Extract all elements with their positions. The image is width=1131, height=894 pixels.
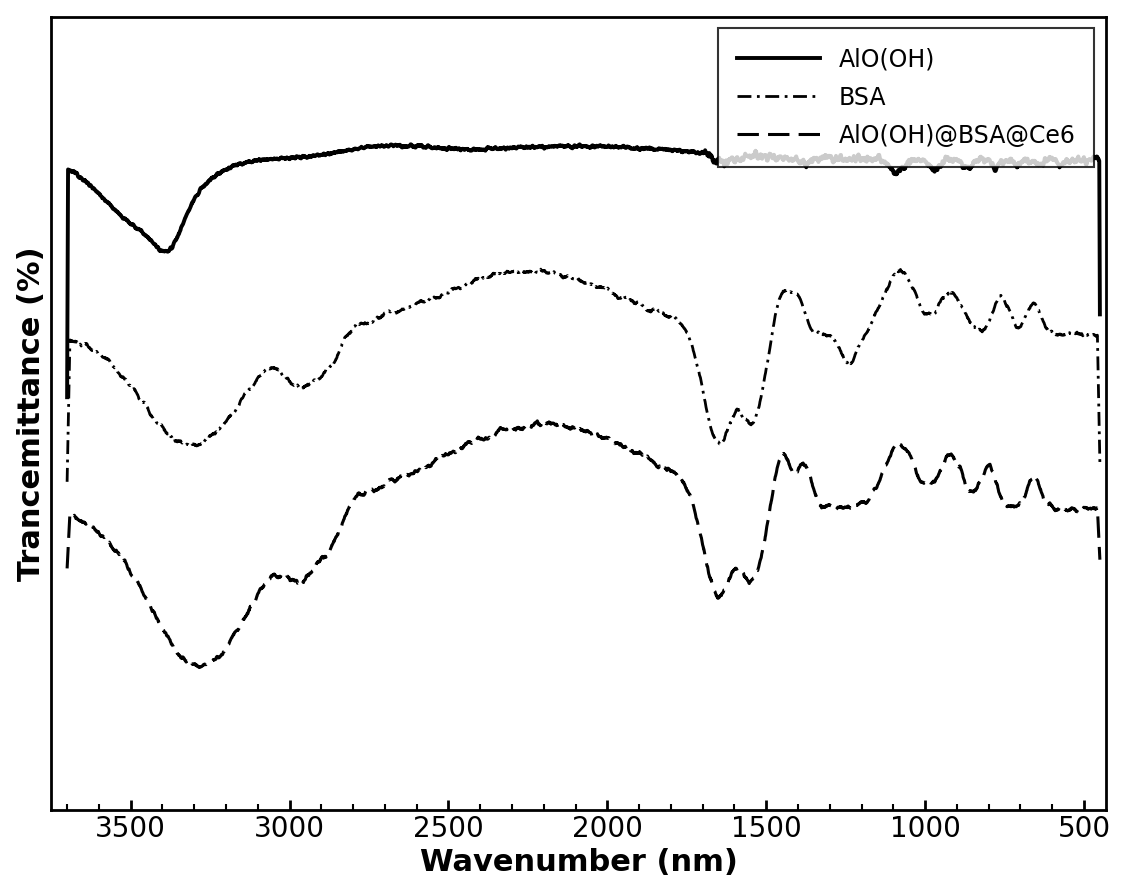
AlO(OH)@BSA@Ce6 <box>297 576 311 586</box>
AlO(OH)@BSA@Ce6 <box>668 468 682 478</box>
AlO(OH)@BSA@Ce6 <box>1093 554 1106 565</box>
BSA <box>667 312 681 323</box>
Y-axis label: Trancemittance (%): Trancemittance (%) <box>17 246 45 580</box>
AlO(OH) <box>1069 156 1082 167</box>
BSA <box>534 264 547 274</box>
BSA <box>999 297 1012 308</box>
BSA <box>316 371 329 382</box>
BSA <box>1021 305 1035 316</box>
AlO(OH) <box>667 144 681 155</box>
BSA <box>1069 328 1082 339</box>
AlO(OH)@BSA@Ce6 <box>530 416 544 426</box>
Line: AlO(OH): AlO(OH) <box>67 144 1099 397</box>
Legend: AlO(OH), BSA, AlO(OH)@BSA@Ce6: AlO(OH), BSA, AlO(OH)@BSA@Ce6 <box>718 29 1095 166</box>
AlO(OH) <box>1093 309 1106 320</box>
AlO(OH) <box>999 156 1012 166</box>
AlO(OH)@BSA@Ce6 <box>316 552 329 562</box>
AlO(OH)@BSA@Ce6 <box>193 662 207 672</box>
BSA <box>296 383 310 393</box>
BSA <box>1093 459 1106 469</box>
AlO(OH)@BSA@Ce6 <box>999 500 1012 510</box>
AlO(OH) <box>296 151 310 162</box>
AlO(OH) <box>60 392 74 402</box>
BSA <box>60 477 74 487</box>
AlO(OH)@BSA@Ce6 <box>1022 479 1036 490</box>
AlO(OH) <box>404 139 417 149</box>
AlO(OH)@BSA@Ce6 <box>1069 505 1082 516</box>
Line: AlO(OH)@BSA@Ce6: AlO(OH)@BSA@Ce6 <box>67 421 1099 667</box>
AlO(OH)@BSA@Ce6 <box>60 563 74 574</box>
AlO(OH) <box>1021 157 1035 168</box>
X-axis label: Wavenumber (nm): Wavenumber (nm) <box>420 848 737 877</box>
Line: BSA: BSA <box>67 269 1099 482</box>
AlO(OH) <box>316 149 329 160</box>
